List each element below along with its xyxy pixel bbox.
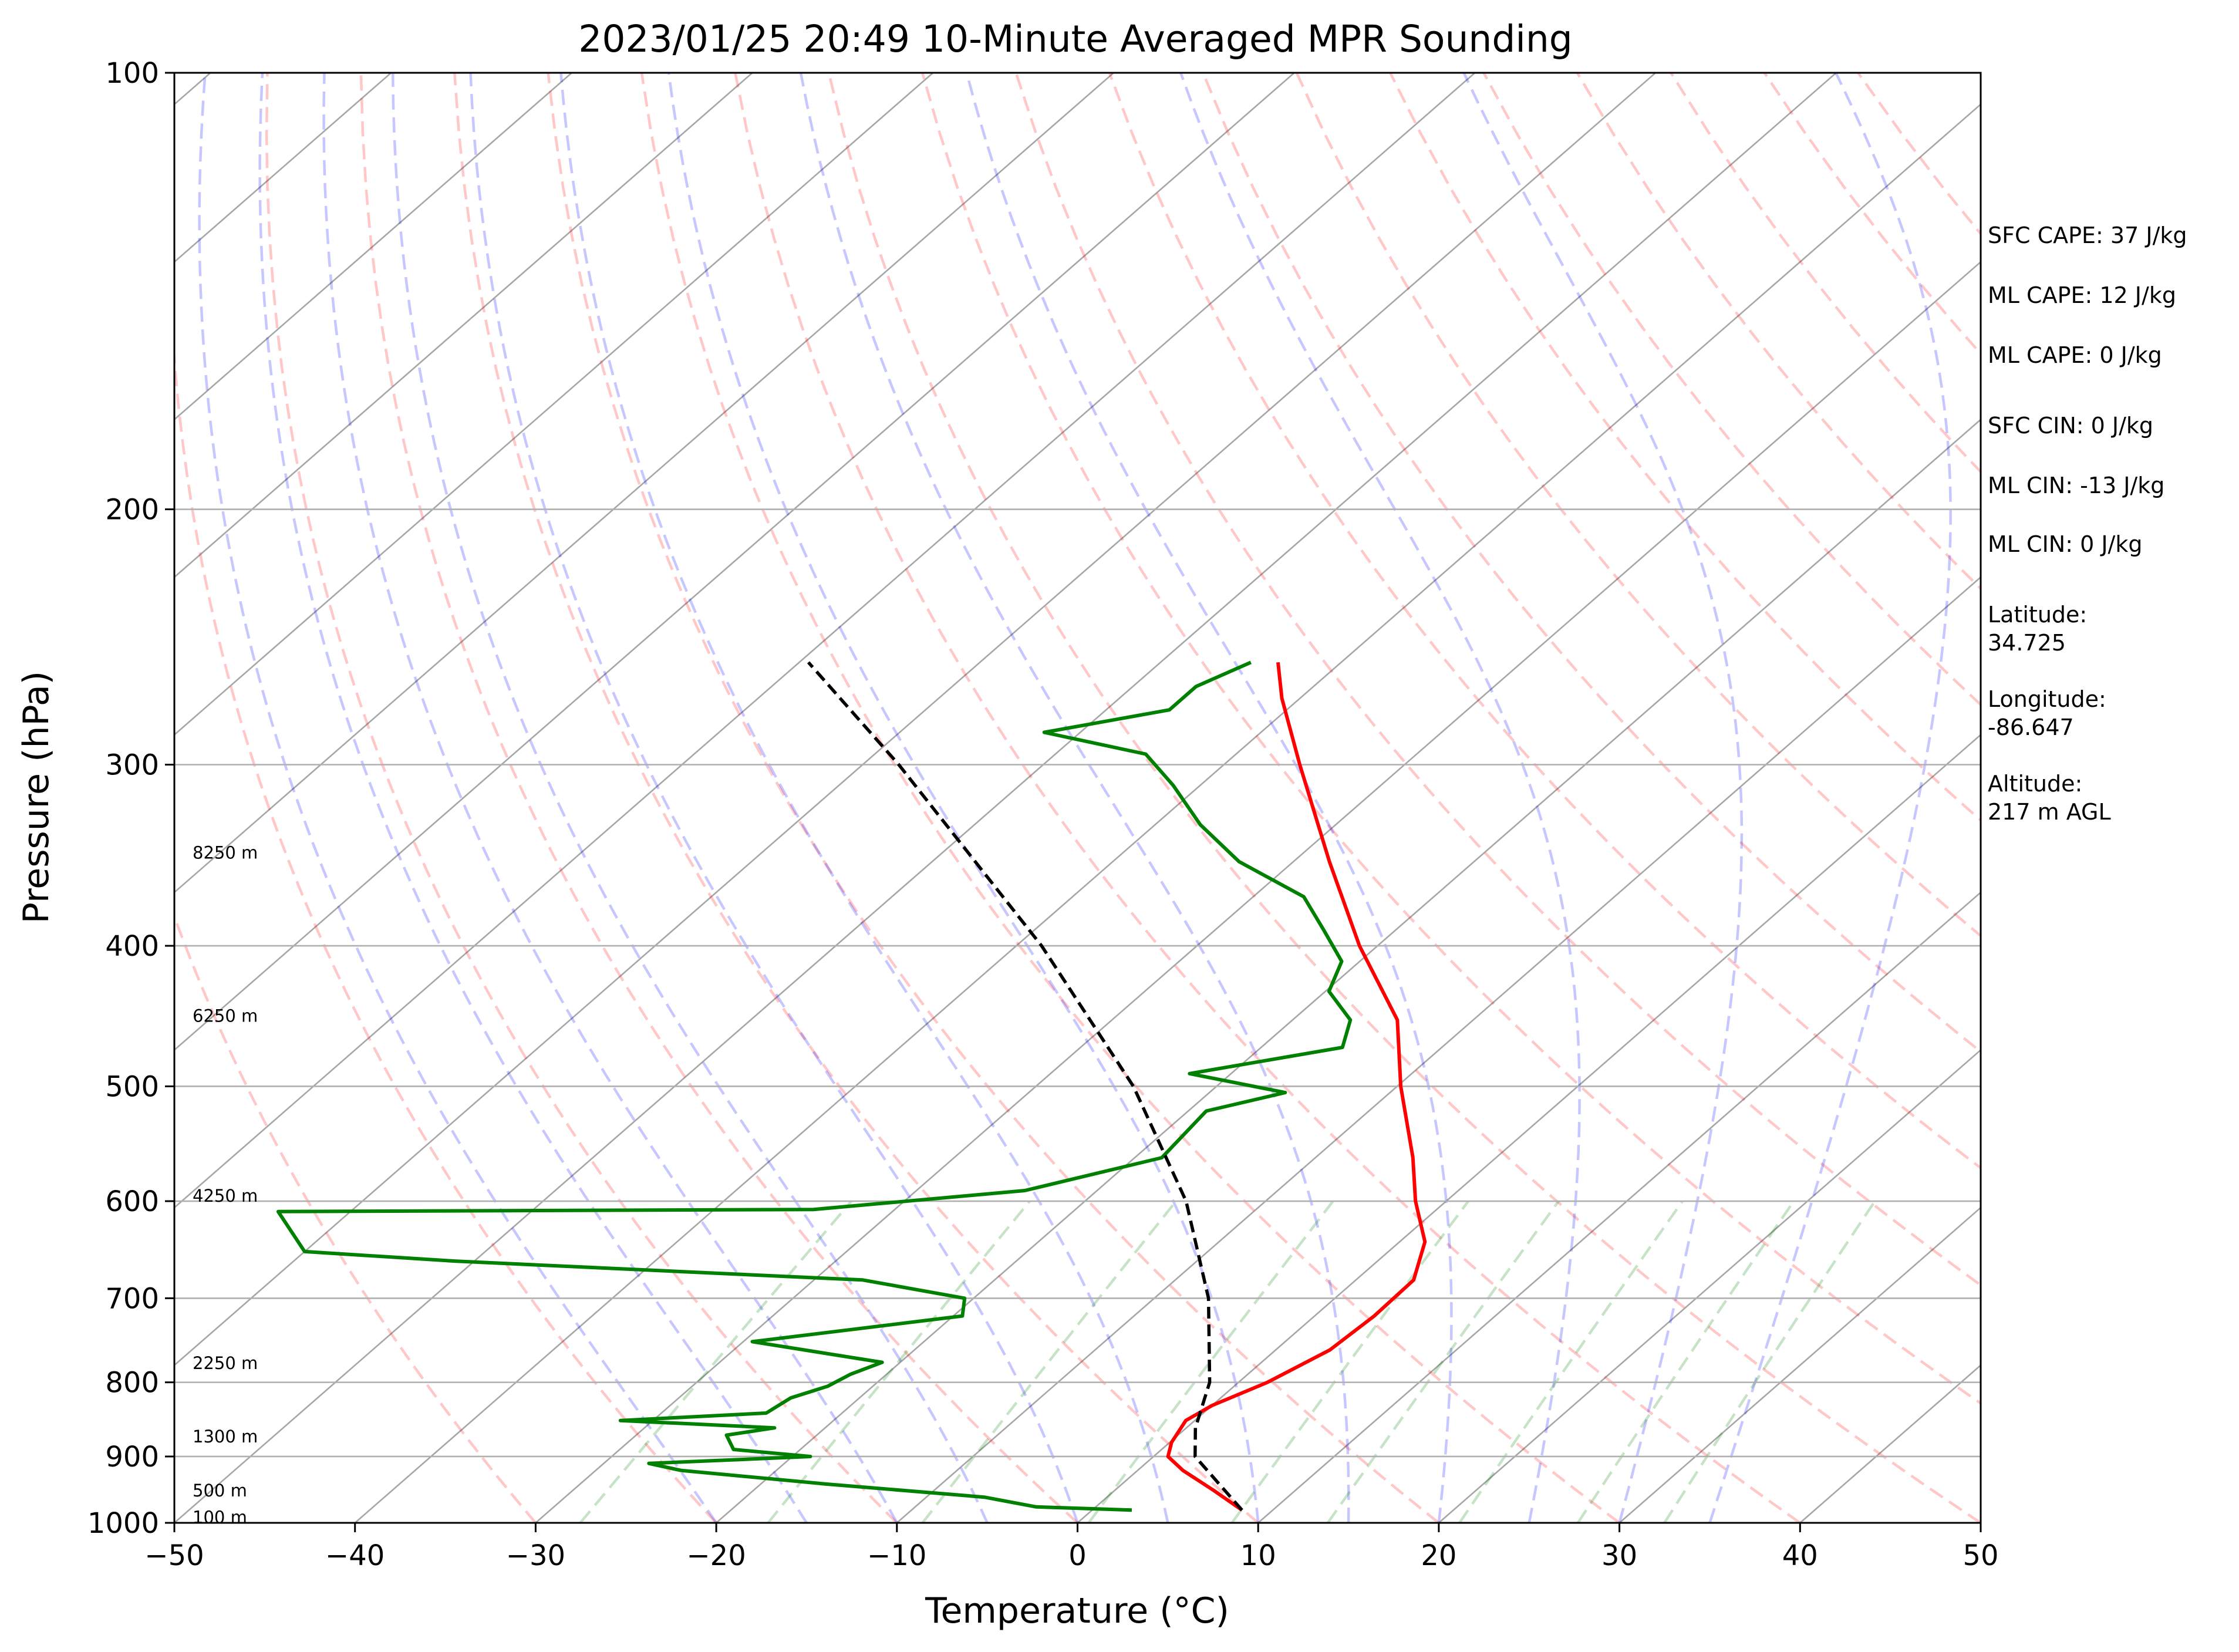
x-tick-label: −10 bbox=[867, 1539, 926, 1572]
info-panel-text: Latitude: bbox=[1988, 602, 2087, 628]
y-tick-label: 1000 bbox=[87, 1507, 159, 1540]
x-tick-label: −40 bbox=[325, 1539, 385, 1572]
height-label: 6250 m bbox=[193, 1006, 258, 1026]
x-axis-label: Temperature (°C) bbox=[925, 1590, 1229, 1631]
height-label: 100 m bbox=[193, 1507, 247, 1527]
x-tick-label: −30 bbox=[506, 1539, 565, 1572]
x-tick-label: 40 bbox=[1782, 1539, 1818, 1572]
y-tick-label: 600 bbox=[105, 1185, 159, 1218]
y-tick-label: 800 bbox=[105, 1367, 159, 1400]
info-panel-text: ML CIN: -13 J/kg bbox=[1988, 473, 2164, 498]
x-tick-label: −50 bbox=[144, 1539, 204, 1572]
y-tick-label: 700 bbox=[105, 1282, 159, 1315]
y-axis-label: Pressure (hPa) bbox=[16, 671, 57, 923]
y-tick-label: 900 bbox=[105, 1441, 159, 1474]
y-tick-label: 300 bbox=[105, 749, 159, 781]
x-tick-label: 10 bbox=[1240, 1539, 1276, 1572]
y-tick-label: 500 bbox=[105, 1070, 159, 1103]
height-label: 500 m bbox=[193, 1481, 247, 1501]
x-tick-label: 20 bbox=[1421, 1539, 1456, 1572]
height-label: 4250 m bbox=[193, 1186, 258, 1206]
y-tick-label: 400 bbox=[105, 930, 159, 963]
info-panel-text: SFC CIN: 0 J/kg bbox=[1988, 413, 2153, 439]
y-tick-label: 200 bbox=[105, 494, 159, 527]
height-label: 8250 m bbox=[193, 842, 258, 862]
info-panel-text: ML CIN: 0 J/kg bbox=[1988, 531, 2142, 557]
chart-title: 2023/01/25 20:49 10-Minute Averaged MPR … bbox=[578, 18, 1573, 60]
info-panel-text: Altitude: bbox=[1988, 771, 2082, 797]
x-tick-label: 0 bbox=[1068, 1539, 1087, 1572]
x-tick-label: 50 bbox=[1963, 1539, 1998, 1572]
info-panel-text: 34.725 bbox=[1988, 630, 2066, 656]
y-tick-label: 100 bbox=[105, 57, 159, 90]
info-panel-text: Longitude: bbox=[1988, 686, 2106, 712]
info-panel-text: ML CAPE: 0 J/kg bbox=[1988, 342, 2162, 368]
x-tick-label: 30 bbox=[1601, 1539, 1637, 1572]
height-label: 2250 m bbox=[193, 1353, 258, 1373]
height-label: 1300 m bbox=[193, 1427, 258, 1447]
x-tick-label: −20 bbox=[686, 1539, 746, 1572]
info-panel-text: SFC CAPE: 37 J/kg bbox=[1988, 222, 2187, 248]
info-panel-text: ML CAPE: 12 J/kg bbox=[1988, 282, 2176, 308]
info-panel-text: -86.647 bbox=[1988, 714, 2074, 740]
info-panel-text: 217 m AGL bbox=[1988, 799, 2111, 825]
